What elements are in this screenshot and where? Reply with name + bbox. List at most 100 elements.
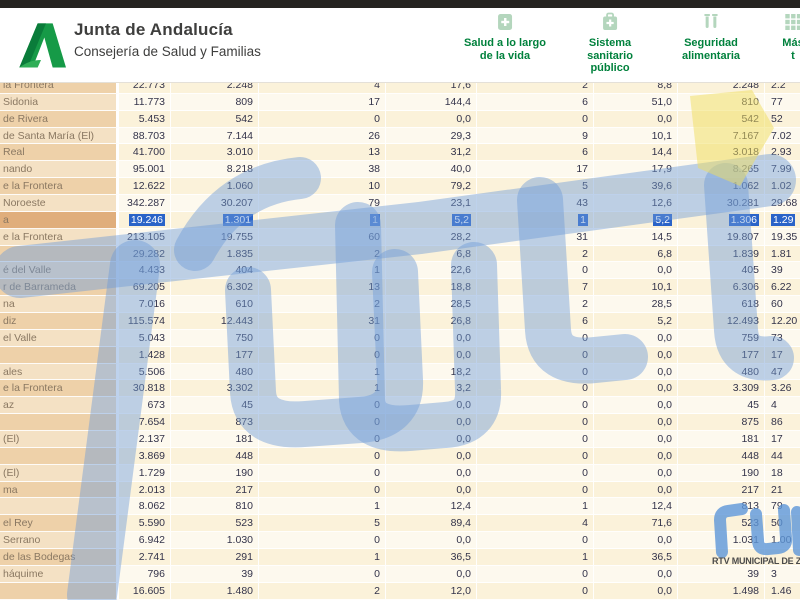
- table-row[interactable]: de Santa María (El) 88.703 7.144 26 29,3 9 10,…: [0, 127, 800, 145]
- table-row[interactable]: de las Bodegas 2.741 291 1 36,5 1 36,5: [0, 549, 800, 566]
- value-cell: 38: [259, 161, 386, 179]
- value-cell: 52: [765, 110, 800, 128]
- value-cell: 181: [171, 431, 259, 448]
- value-cell: 19.35: [765, 228, 800, 246]
- rtv-watermark-label: RTV MUNICIPAL DE Z: [712, 556, 800, 566]
- value-cell: 0: [259, 414, 386, 432]
- value-cell: 448: [171, 447, 259, 465]
- value-cell: 0: [477, 262, 594, 280]
- table-row[interactable]: 29.282 1.835 2 6,8 2 6,8 1.839 1.81: [0, 245, 800, 263]
- value-cell: 0,0: [386, 565, 477, 583]
- table-row[interactable]: el Valle 5.043 750 0 0,0 0 0,0 759 73: [0, 329, 800, 347]
- table-row[interactable]: diz 115.574 12.443 31 26,8 6 5,2 12.493 12.20: [0, 313, 800, 330]
- value-cell: 3,2: [386, 380, 477, 398]
- value-cell: 1: [477, 498, 594, 516]
- table-row[interactable]: 7.654 873 0 0,0 0 0,0 875 86: [0, 414, 800, 432]
- value-cell: 5: [477, 178, 594, 196]
- table-row[interactable]: 8.062 810 1 12,4 1 12,4 813 79: [0, 498, 800, 516]
- value-cell: 0: [477, 397, 594, 415]
- value-cell: 1.306: [678, 211, 765, 229]
- value-cell: 60: [259, 228, 386, 246]
- value-cell: 0,0: [594, 346, 678, 364]
- value-cell: 1.02: [765, 178, 800, 196]
- table-row[interactable]: 16.605 1.480 2 12,0 0 0,0 1.498 1.46: [0, 582, 800, 600]
- value-cell: 0,0: [386, 414, 477, 432]
- value-cell: 3.26: [765, 380, 800, 398]
- table-row[interactable]: (El) 2.137 181 0 0,0 0 0,0 181 17: [0, 431, 800, 448]
- value-cell: 448: [678, 447, 765, 465]
- value-cell: 673: [119, 397, 171, 415]
- value-cell: 0,0: [386, 481, 477, 499]
- table-row[interactable]: (El) 1.729 190 0 0,0 0 0,0 190 18: [0, 464, 800, 482]
- value-cell: 0,0: [386, 346, 477, 364]
- value-cell: 9: [477, 127, 594, 145]
- value-cell: 30.818: [119, 380, 171, 398]
- table-row[interactable]: 3.869 448 0 0,0 0 0,0 448 44: [0, 447, 800, 465]
- value-cell: 4: [477, 515, 594, 533]
- table-row[interactable]: r de Barrameda 69.205 6.302 13 18,8 7 10,1 6.30…: [0, 279, 800, 297]
- value-cell: 1: [259, 380, 386, 398]
- table-row[interactable]: el Rey 5.590 523 5 89,4 4 71,6 523 50: [0, 515, 800, 533]
- value-cell: 8.218: [171, 161, 259, 179]
- value-cell: 31,2: [386, 144, 477, 162]
- value-cell: 796: [119, 565, 171, 583]
- value-cell: 10,1: [594, 279, 678, 297]
- value-cell: 7.02: [765, 127, 800, 145]
- value-cell: 1: [477, 211, 594, 229]
- value-cell: 2.013: [119, 481, 171, 499]
- table-row[interactable]: e la Frontera 12.622 1.060 10 79,2 5 39,6 1.062…: [0, 178, 800, 196]
- value-cell: 0,0: [386, 397, 477, 415]
- table-row[interactable]: az 673 45 0 0,0 0 0,0 45 4: [0, 397, 800, 415]
- value-cell: 7.167: [678, 127, 765, 145]
- value-cell: 0,0: [594, 380, 678, 398]
- table-row[interactable]: 1.428 177 0 0,0 0 0,0 177 17: [0, 346, 800, 364]
- value-cell: 51,0: [594, 93, 678, 111]
- nav-item-mas-temas[interactable]: Más t: [782, 12, 800, 62]
- value-cell: 45: [171, 397, 259, 415]
- value-cell: 19.807: [678, 228, 765, 246]
- value-cell: 7.016: [119, 296, 171, 314]
- value-cell: 4.433: [119, 262, 171, 280]
- value-cell: 759: [678, 329, 765, 347]
- value-cell: 3.869: [119, 447, 171, 465]
- value-cell: 47: [765, 363, 800, 381]
- value-cell: 43: [477, 195, 594, 212]
- selected-value: 5,2: [653, 213, 672, 226]
- table-row[interactable]: nando 95.001 8.218 38 40,0 17 17,9 8.265 7.99: [0, 161, 800, 179]
- table-row[interactable]: Sidonia 11.773 809 17 144,4 6 51,0 810 77: [0, 93, 800, 111]
- municipality-name-cell: ales: [0, 363, 119, 381]
- value-cell: 3.309: [678, 380, 765, 398]
- municipality-name-cell: e la Frontera: [0, 228, 119, 246]
- table-row[interactable]: ales 5.506 480 1 18,2 0 0,0 480 47: [0, 363, 800, 381]
- value-cell: 26,8: [386, 313, 477, 330]
- table-row[interactable]: de Rivera 5.453 542 0 0,0 0 0,0 542 52: [0, 110, 800, 128]
- value-cell: 873: [171, 414, 259, 432]
- table-row[interactable]: e la Frontera 30.818 3.302 1 3,2 0 0,0 3.309 3.2…: [0, 380, 800, 398]
- table-row[interactable]: na 7.016 610 2 28,5 2 28,5 618 60: [0, 296, 800, 314]
- value-cell: 7.654: [119, 414, 171, 432]
- table-row[interactable]: ma 2.013 217 0 0,0 0 0,0 217 21: [0, 481, 800, 499]
- value-cell: 7.144: [171, 127, 259, 145]
- value-cell: 29,3: [386, 127, 477, 145]
- value-cell: 5.590: [119, 515, 171, 533]
- table-row[interactable]: Noroeste 342.287 30.207 79 23,1 43 12,6 30.281 2…: [0, 195, 800, 212]
- value-cell: 0,0: [594, 582, 678, 600]
- table-row[interactable]: a 19.246 1.301 1 5,2 1 5,2 1.306 1.29: [0, 211, 800, 229]
- table-row[interactable]: Real 41.700 3.010 13 31,2 6 14,4 3.018 2.93: [0, 144, 800, 162]
- nav-item-seguridad-alimentaria[interactable]: Seguridad alimentaria: [682, 12, 740, 62]
- value-cell: 405: [678, 262, 765, 280]
- value-cell: 3: [765, 565, 800, 583]
- table-row[interactable]: é del Valle 4.433 404 1 22,6 0 0,0 405 39: [0, 262, 800, 280]
- nav-item-salud-a-lo-largo-de-la-vida[interactable]: Salud a lo largo de la vida: [464, 12, 546, 62]
- table-row[interactable]: Serrano 6.942 1.030 0 0,0 0 0,0 1.031 1.00: [0, 532, 800, 550]
- value-cell: 17: [765, 346, 800, 364]
- value-cell: 2.741: [119, 549, 171, 566]
- value-cell: 5.453: [119, 110, 171, 128]
- table-row[interactable]: e la Frontera 213.105 19.755 60 28,2 31 14,5 19…: [0, 228, 800, 246]
- nav-item-sistema-sanitario-publico[interactable]: Sistema sanitario público: [587, 12, 633, 75]
- value-cell: 36,5: [386, 549, 477, 566]
- nav-item-label: Más t: [782, 37, 800, 62]
- table-row[interactable]: háquime 796 39 0 0,0 0 0,0 39 3: [0, 565, 800, 583]
- value-cell: 610: [171, 296, 259, 314]
- value-cell: 1: [259, 211, 386, 229]
